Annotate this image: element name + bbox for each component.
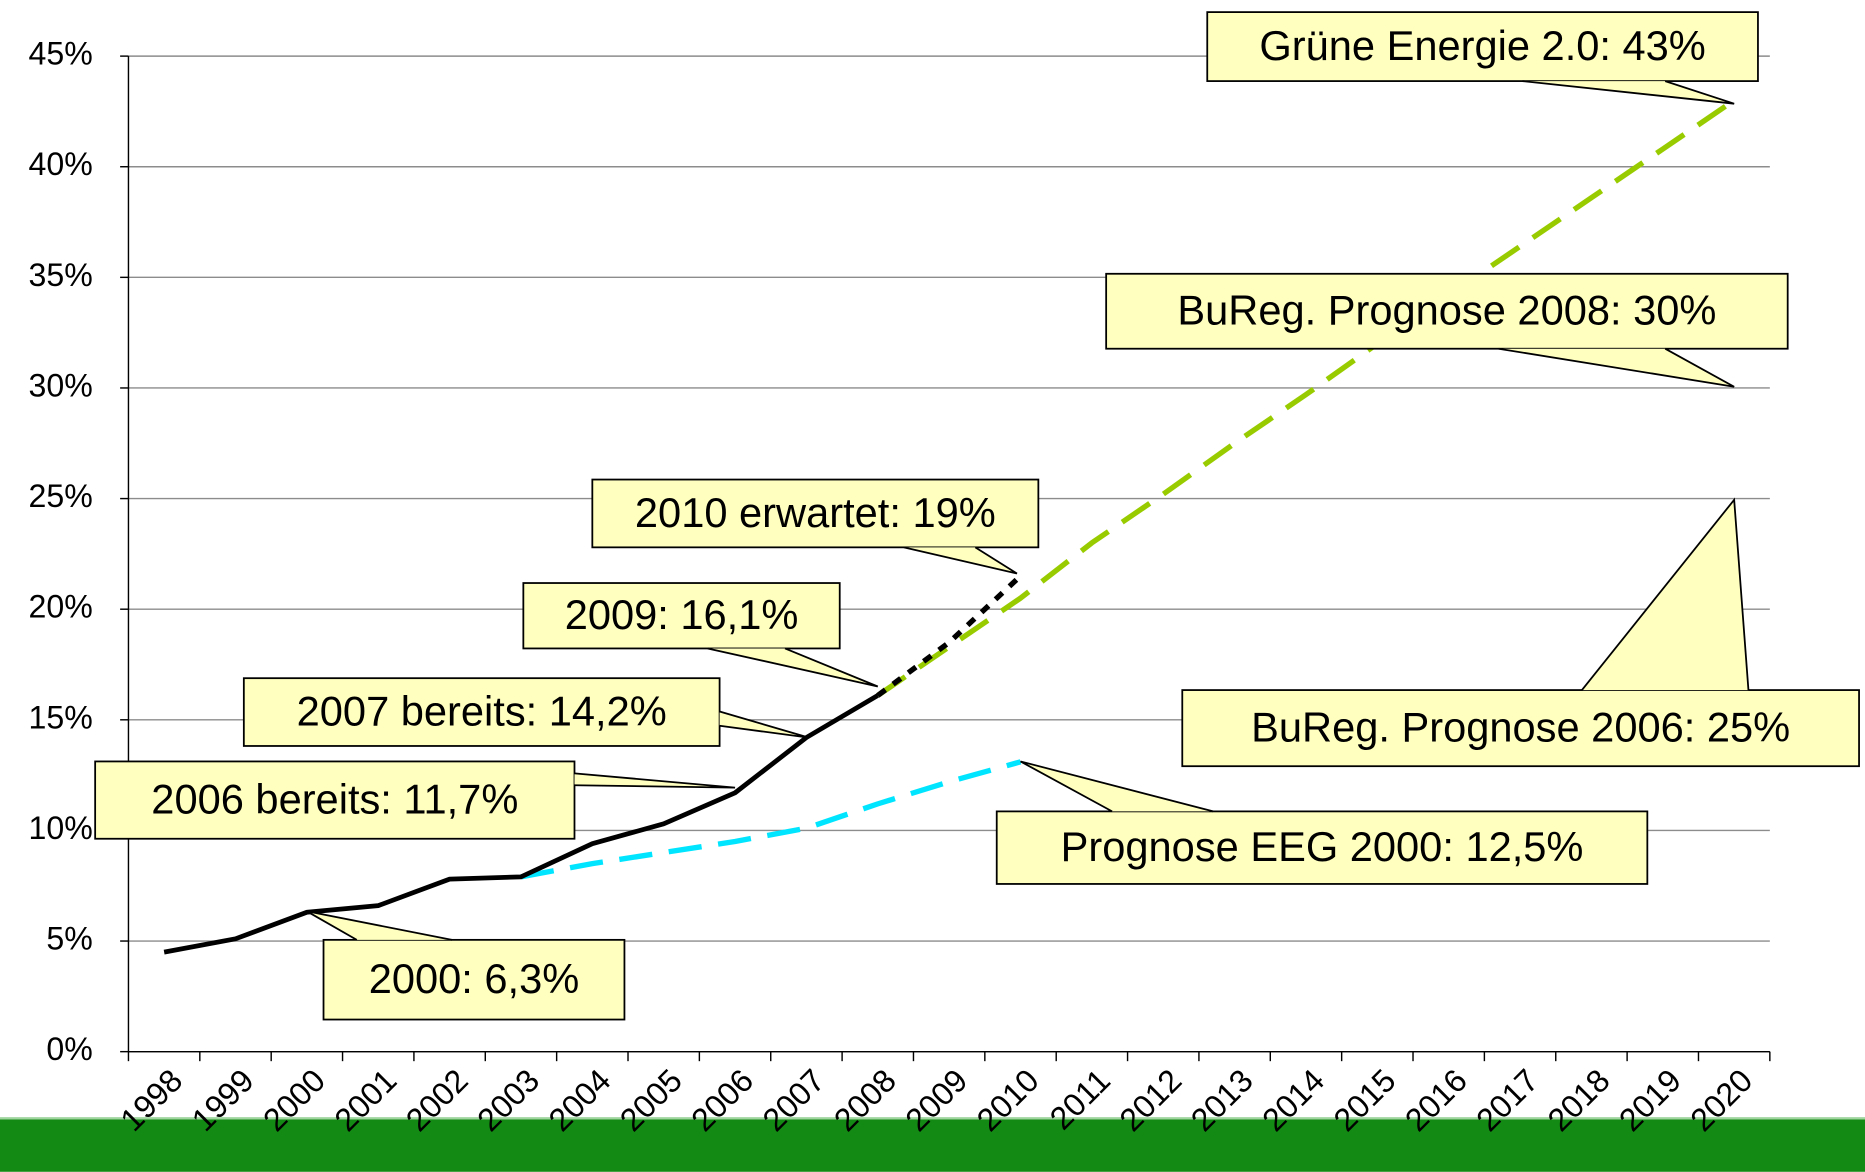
annotation: 2007 bereits: 14,2% xyxy=(297,687,667,734)
series-line xyxy=(520,759,1022,880)
callout-box xyxy=(995,810,1649,885)
callout-box xyxy=(1181,689,1860,768)
callout-tail-edge xyxy=(719,710,810,739)
series-line xyxy=(876,98,1736,698)
callout-box xyxy=(242,677,721,747)
callout-tail xyxy=(1581,499,1749,691)
annotation: 2010 erwartet: 19% xyxy=(635,489,996,536)
y-tick-label: 30% xyxy=(28,367,92,403)
annotation: 2000: 6,3% xyxy=(369,955,580,1002)
y-tick-label: 35% xyxy=(28,257,92,293)
callout-tail-edge xyxy=(903,546,1018,575)
series-line xyxy=(163,693,879,955)
y-tick-label: 20% xyxy=(28,589,92,625)
series-line xyxy=(876,574,1023,698)
callout-box xyxy=(522,582,841,650)
callout-tail-edge xyxy=(574,772,736,789)
callout-box xyxy=(1105,272,1789,350)
y-tick-label: 40% xyxy=(28,146,92,182)
y-tick-label: 25% xyxy=(28,478,92,514)
y-tick-label: 0% xyxy=(46,1031,92,1067)
callout-tail-edge xyxy=(1020,760,1214,813)
callout-box xyxy=(322,938,626,1021)
y-tick-label: 10% xyxy=(28,810,92,846)
callout-tail-edge xyxy=(1581,497,1750,691)
annotation: BuReg. Prognose 2008: 30% xyxy=(1177,287,1716,334)
annotation: Prognose EEG 2000: 12,5% xyxy=(1061,823,1584,870)
annotation: Grüne Energie 2.0: 43% xyxy=(1259,22,1705,69)
callout-box xyxy=(591,478,1040,549)
y-tick-label: 5% xyxy=(46,921,92,957)
callout-tail-edge xyxy=(707,647,879,688)
callout-tail-edge xyxy=(1522,80,1735,105)
y-tick-label: 15% xyxy=(28,699,92,735)
annotation: BuReg. Prognose 2006: 25% xyxy=(1251,704,1790,751)
annotation: 2009: 16,1% xyxy=(565,591,799,638)
callout-box xyxy=(1206,11,1759,82)
callout-box xyxy=(94,760,576,840)
y-tick-label: 45% xyxy=(28,36,92,72)
footer-bar xyxy=(0,1118,1865,1172)
callout-tail-edge xyxy=(1498,347,1735,388)
callout-tail-edge xyxy=(306,910,453,941)
annotation: 2006 bereits: 11,7% xyxy=(151,775,518,822)
